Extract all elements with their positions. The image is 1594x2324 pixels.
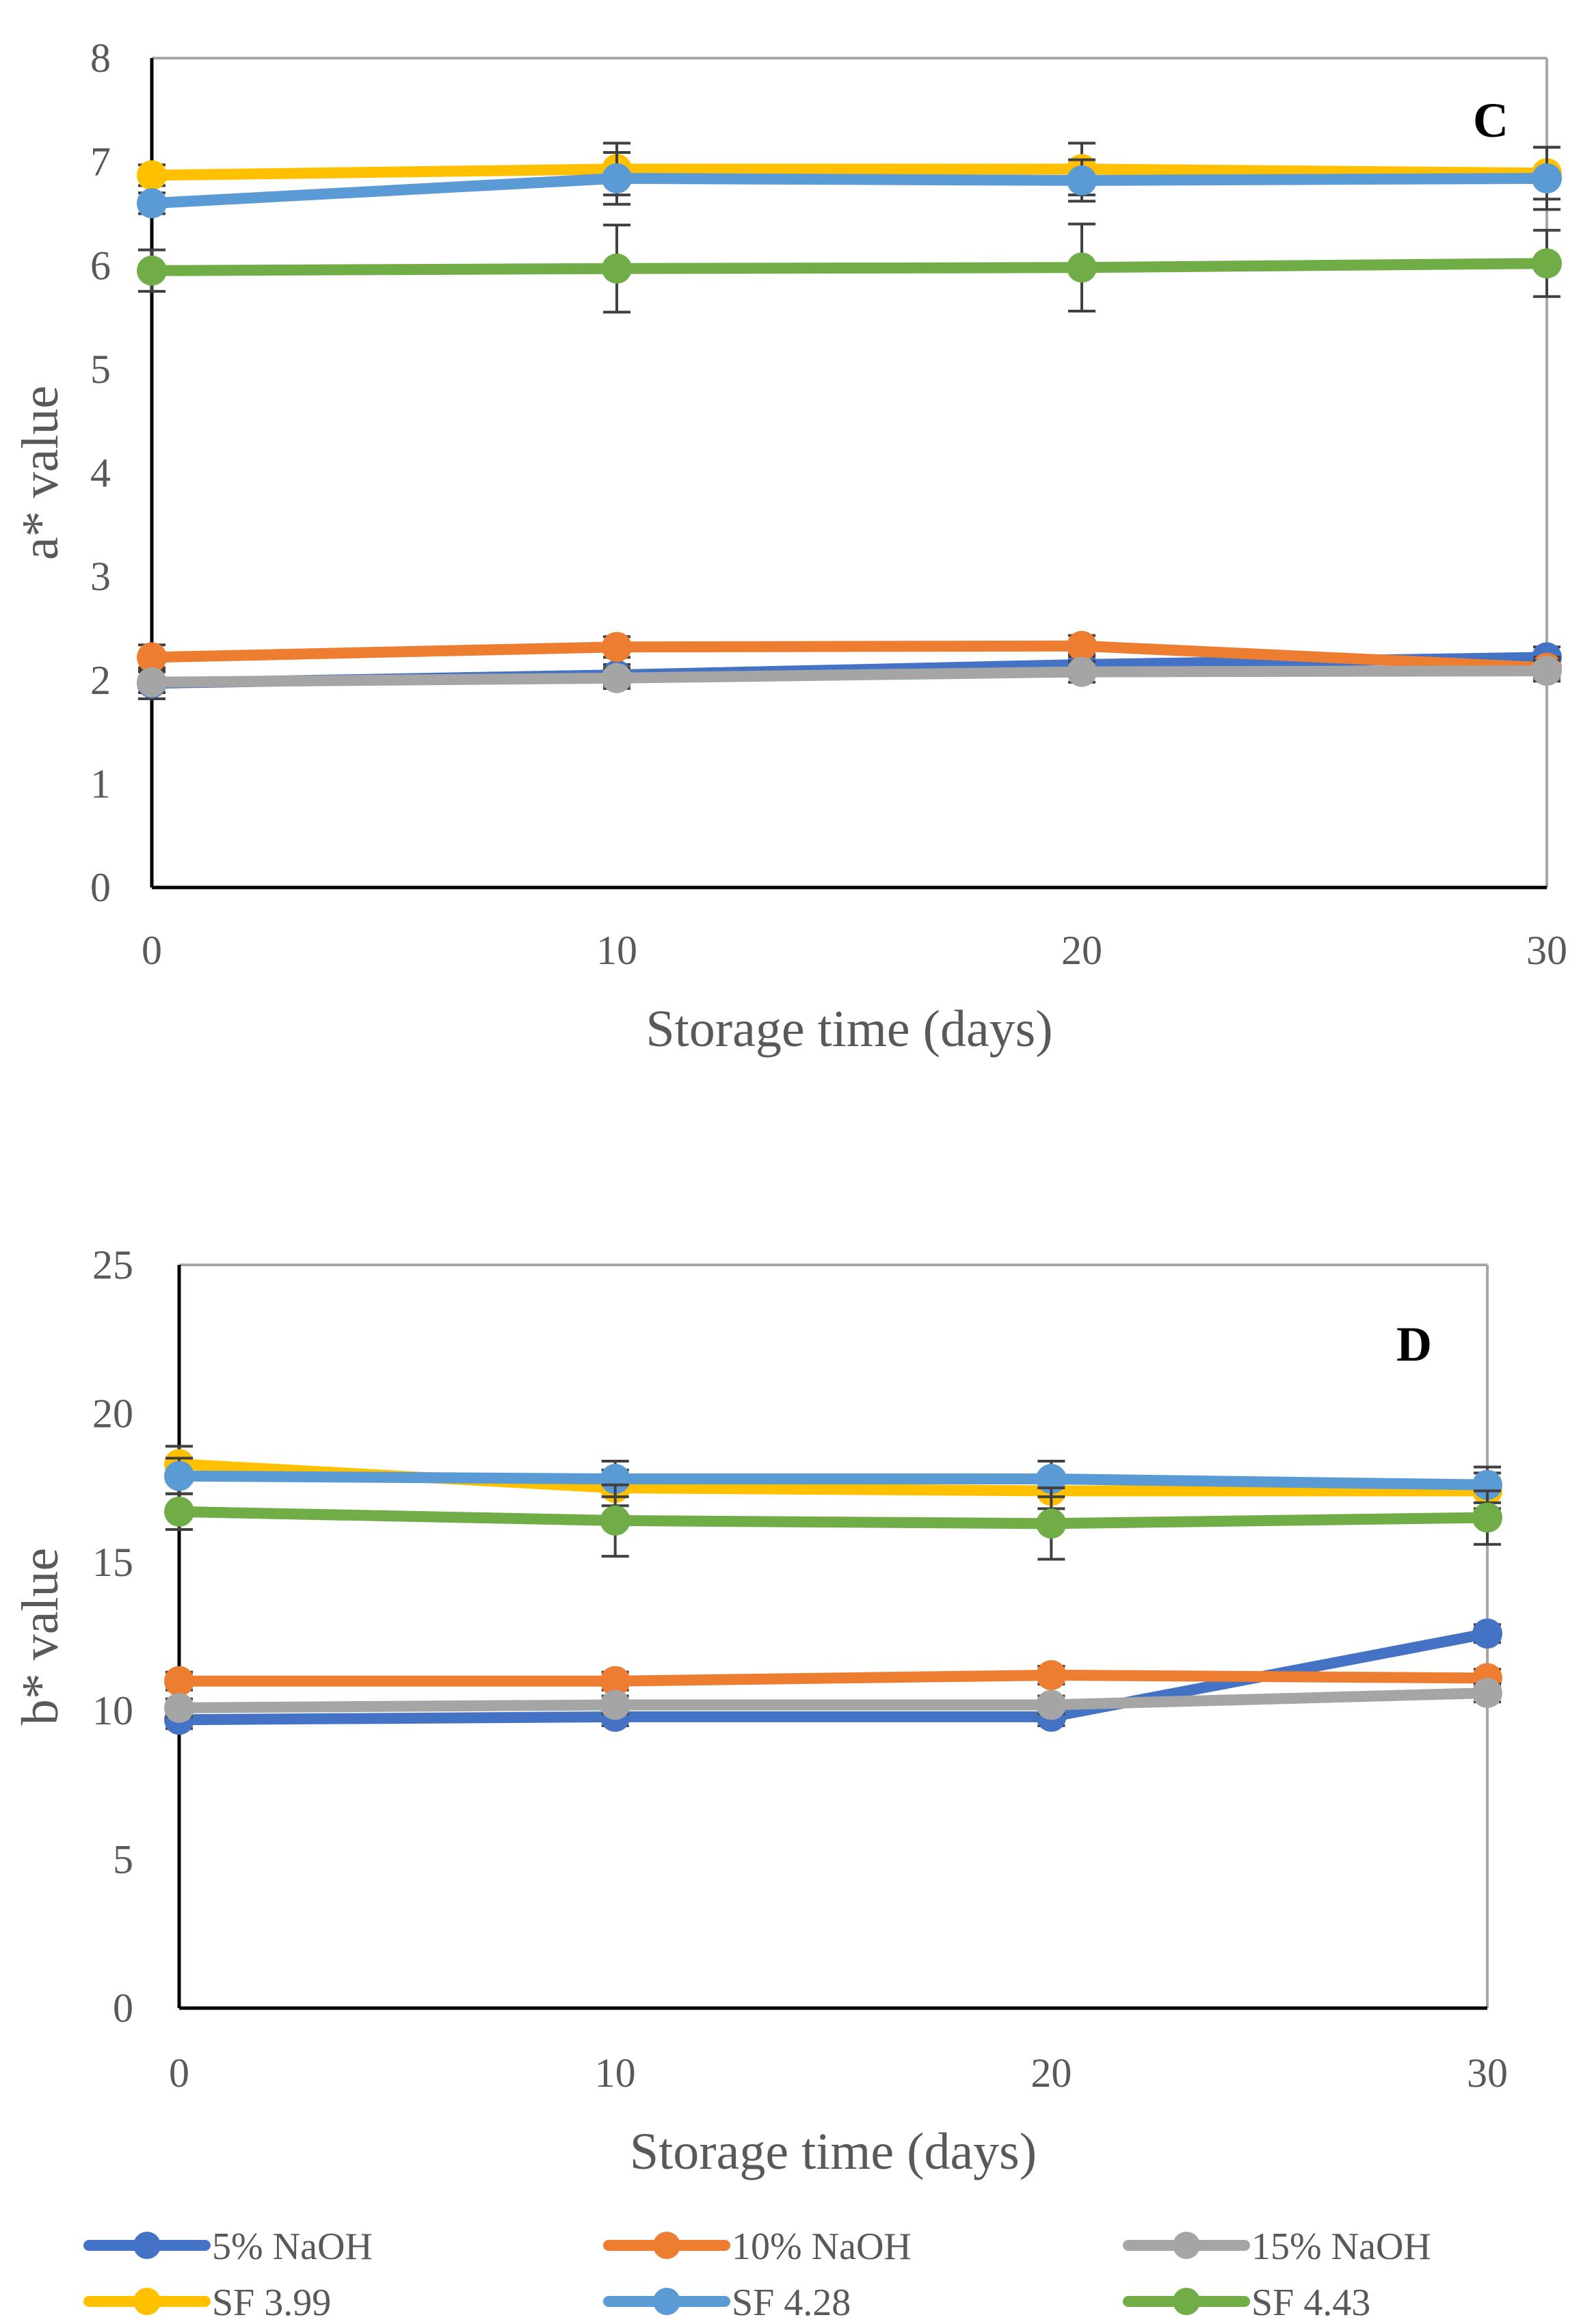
data-point <box>164 1692 194 1723</box>
y-tick-label: 5 <box>90 347 111 392</box>
data-point <box>602 663 632 693</box>
legend-item: SF 3.99 <box>83 2282 331 2324</box>
legend-swatch-marker <box>1173 2232 1200 2259</box>
data-point <box>1532 656 1562 686</box>
data-point <box>600 1505 630 1536</box>
x-tick-label: 20 <box>1061 928 1102 973</box>
series-10-naoh <box>137 630 1562 683</box>
data-point <box>164 1460 194 1491</box>
y-tick-label: 6 <box>90 243 111 288</box>
data-point <box>1472 1502 1502 1533</box>
y-tick-label: 8 <box>90 36 111 81</box>
data-point <box>1472 1618 1502 1649</box>
panel-label: D <box>1396 1317 1432 1372</box>
y-tick-label: 0 <box>113 1986 133 2031</box>
x-tick-label: 0 <box>169 2051 189 2096</box>
data-point <box>164 1666 194 1696</box>
x-tick-label: 30 <box>1467 2051 1508 2096</box>
data-point <box>1036 1660 1067 1691</box>
y-axis-label: b* value <box>12 1548 69 1726</box>
legend-label: SF 3.99 <box>212 2282 331 2324</box>
data-point <box>137 255 167 286</box>
data-point <box>137 188 167 219</box>
series-line <box>146 665 1552 688</box>
x-tick-label: 30 <box>1526 928 1567 973</box>
series-line <box>146 163 1552 181</box>
legend-swatch-marker <box>133 2232 161 2259</box>
chart-b-value: 0 5 10 15 20 25 0 10 20 30 Storage time (days) b* v… <box>12 1242 1508 2180</box>
legend-label: SF 4.43 <box>1251 2282 1370 2324</box>
data-point <box>1532 163 1562 193</box>
data-point <box>164 1496 194 1527</box>
data-point <box>137 160 167 191</box>
series-sf-4-43 <box>164 1483 1502 1561</box>
x-tick-label: 0 <box>142 928 162 973</box>
legend-label: 10% NaOH <box>732 2226 912 2268</box>
legend-swatch-marker <box>653 2232 680 2259</box>
series-line <box>174 1506 1493 1530</box>
legend: 5% NaOH 10% NaOH 15% NaOH SF 3.99 SF 4.28 SF … <box>83 2226 1431 2324</box>
y-tick-label: 1 <box>90 761 111 806</box>
data-point <box>1036 1508 1067 1539</box>
x-axis-label: Storage time (days) <box>630 2123 1037 2180</box>
legend-swatch-marker <box>133 2288 161 2315</box>
chart-a-value: 0 1 2 3 4 5 6 7 8 0 10 20 30 Storage time (days) a* va… <box>12 36 1567 1058</box>
panel-label: C <box>1473 93 1509 148</box>
y-tick-label: 20 <box>92 1391 133 1436</box>
series-sf-4-28 <box>137 146 1562 219</box>
data-point <box>1532 248 1562 279</box>
y-tick-label: 25 <box>92 1242 133 1287</box>
series-line <box>146 640 1552 673</box>
data-point <box>600 1666 630 1696</box>
legend-item: SF 4.28 <box>603 2282 851 2324</box>
data-point <box>600 1689 630 1720</box>
series-15-naoh <box>137 656 1562 697</box>
y-tick-label: 7 <box>90 139 111 185</box>
legend-swatch-marker <box>653 2288 680 2315</box>
series-line <box>174 1670 1493 1687</box>
y-tick-label: 10 <box>92 1688 133 1733</box>
legend-item: 15% NaOH <box>1123 2226 1431 2268</box>
data-point <box>137 667 167 697</box>
x-tick-label: 20 <box>1031 2051 1072 2096</box>
y-tick-label: 0 <box>90 865 111 910</box>
series-15-naoh <box>164 1678 1502 1723</box>
series-sf-4-43 <box>137 222 1562 314</box>
series-line <box>174 1470 1493 1491</box>
series-line <box>146 172 1552 209</box>
x-tick-label: 10 <box>595 2051 636 2096</box>
data-point <box>137 642 167 673</box>
legend-swatch-marker <box>1173 2288 1200 2315</box>
legend-item: 10% NaOH <box>603 2226 912 2268</box>
legend-label: SF 4.28 <box>732 2282 851 2324</box>
data-point <box>602 632 632 663</box>
data-point <box>600 1464 630 1495</box>
data-point <box>1472 1469 1502 1500</box>
series-sf-4-28 <box>164 1456 1502 1504</box>
y-tick-label: 5 <box>113 1837 133 1882</box>
data-point <box>1472 1678 1502 1709</box>
data-point <box>1067 165 1097 196</box>
legend-item: SF 4.43 <box>1123 2282 1370 2324</box>
series-line <box>174 1687 1493 1713</box>
data-point <box>1067 252 1097 283</box>
legend-label: 15% NaOH <box>1251 2226 1431 2268</box>
x-axis-label: Storage time (days) <box>646 1000 1052 1058</box>
data-point <box>1036 1464 1067 1495</box>
data-point <box>1036 1689 1067 1720</box>
data-point <box>602 253 632 284</box>
y-tick-label: 2 <box>90 658 111 703</box>
y-tick-label: 3 <box>90 554 111 599</box>
y-axis-label: a* value <box>12 386 69 560</box>
y-tick-label: 15 <box>92 1540 133 1585</box>
legend-item: 5% NaOH <box>83 2226 373 2268</box>
data-point <box>1067 630 1097 661</box>
data-point <box>1067 656 1097 687</box>
legend-label: 5% NaOH <box>212 2226 373 2268</box>
data-point <box>602 163 632 193</box>
series-line <box>146 258 1552 276</box>
x-tick-label: 10 <box>596 928 637 973</box>
y-tick-label: 4 <box>90 451 111 496</box>
